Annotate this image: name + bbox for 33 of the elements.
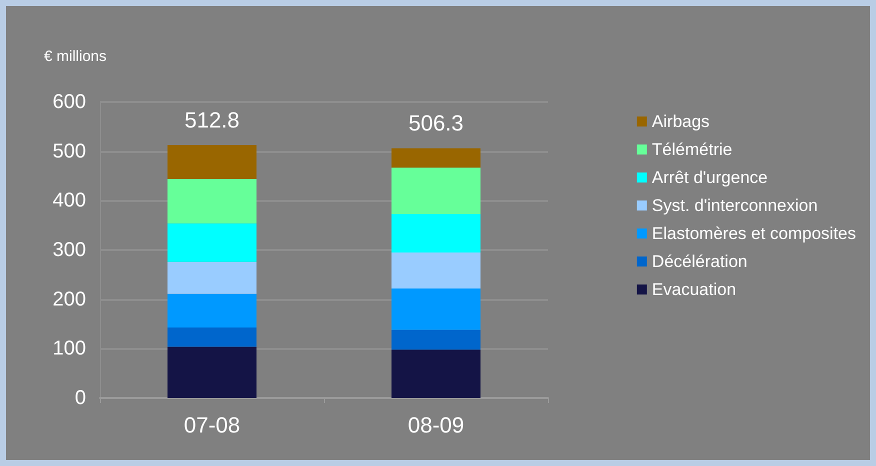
bar [168,178,256,224]
y-axis-title: € millions [44,48,107,65]
bar [392,148,480,168]
legend-label: Airbags [652,112,710,131]
x-tick-label: 08-09 [408,412,464,438]
legend-label: Décélération [652,252,748,271]
legend-label: Syst. d'interconnexion [652,196,818,215]
bar [392,350,480,398]
y-tick-label: 500 [52,140,86,162]
total-label: 506.3 [408,110,464,136]
bar [392,168,480,214]
legend-label: Arrêt d'urgence [652,168,768,187]
y-tick-label: 400 [52,190,86,212]
y-tick-label: 0 [74,387,86,409]
y-tick-label: 200 [52,288,86,310]
bar [392,252,480,288]
bar [168,327,256,347]
legend-label: Télémétrie [652,140,732,159]
legend-label: Elastomères et composites [652,224,856,243]
y-tick-label: 100 [52,338,86,360]
y-tick-label: 600 [52,91,86,113]
legend-label: Evacuation [652,280,736,299]
total-label: 512.8 [184,108,240,133]
bar [392,330,480,350]
bar [168,262,256,294]
bar [392,288,480,330]
bar [168,346,256,398]
bar [392,214,480,252]
bar [168,294,256,328]
bar [168,145,256,179]
bar [168,223,256,262]
x-tick-label: 07-08 [184,412,240,438]
y-tick-label: 300 [52,239,86,261]
